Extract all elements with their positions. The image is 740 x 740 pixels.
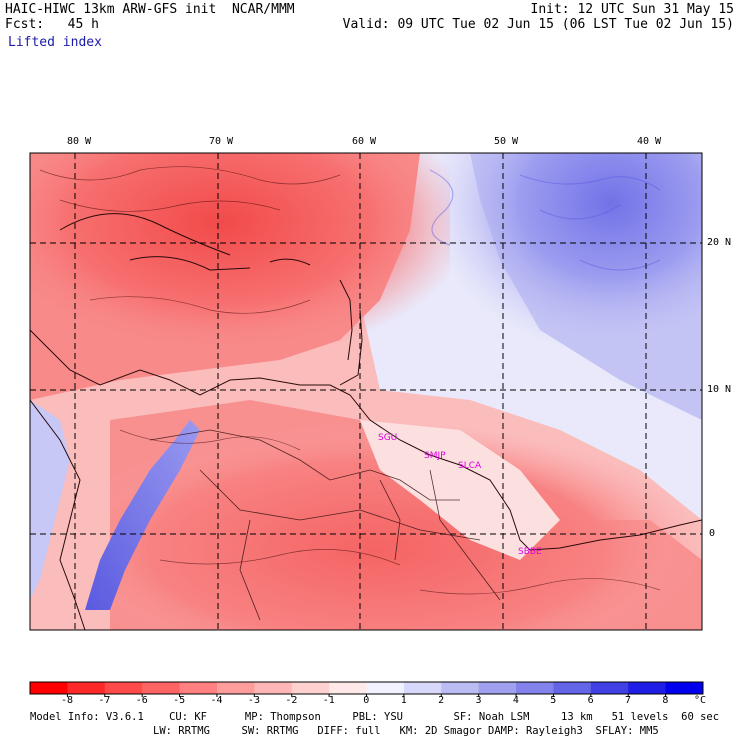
valid-time: Valid: 09 UTC Tue 02 Jun 15 (06 LST Tue … <box>342 17 734 32</box>
colorbar-swatch <box>441 682 480 694</box>
colorbar-label: 8 <box>662 695 669 706</box>
org-label: NCAR/MMM <box>231 2 295 17</box>
colorbar-label: 2 <box>438 695 445 706</box>
colorbar-swatch <box>628 682 667 694</box>
model-info-line1: Model Info: V3.6.1 CU: KF MP: Thompson P… <box>30 711 720 723</box>
station-label-sgu: SGU <box>378 433 397 443</box>
colorbar-swatch <box>590 682 629 694</box>
colorbar-unit: °C <box>694 695 707 706</box>
colorbar-label: 4 <box>512 695 519 706</box>
model-title: HAIC-HIWC 13km ARW-GFS init NCAR/MMM <box>5 2 295 17</box>
lon-label-80w: 80 W <box>67 136 92 147</box>
lat-label-10n: 10 N <box>707 384 732 395</box>
borders <box>149 429 501 621</box>
station-label-slca: SLCA <box>458 461 482 471</box>
colorbar-swatch <box>104 682 143 694</box>
colorbar-swatch <box>30 682 68 694</box>
forecast-hour: Fcst: 45 h <box>5 17 99 32</box>
lon-label-40w: 40 W <box>637 136 662 147</box>
colorbar-swatch <box>553 682 592 694</box>
colorbar-label: -4 <box>210 695 223 706</box>
andes-stable-band <box>85 420 200 610</box>
contours <box>39 166 661 595</box>
colorbar-label: 6 <box>587 695 594 706</box>
pacific-stable-region <box>30 400 70 600</box>
colorbar-swatch <box>366 682 405 694</box>
colorbar <box>29 681 704 697</box>
lon-label-50w: 50 W <box>494 136 519 147</box>
atlantic-texture <box>429 169 661 271</box>
colorbar-label: -1 <box>322 695 335 706</box>
lon-label-60w: 60 W <box>352 136 377 147</box>
station-labels: SGU SMJP SLCA SBBE <box>378 433 542 557</box>
colorbar-swatch <box>478 682 517 694</box>
guiana-neutral-region <box>360 420 560 560</box>
station-label-smjp: SMJP <box>424 451 446 461</box>
lon-label-70w: 70 W <box>209 136 234 147</box>
colorbar-label: -6 <box>135 695 148 706</box>
colorbar-swatch <box>329 682 367 694</box>
station-label-sbbe: SBBE <box>518 547 542 557</box>
colorbar-swatch <box>516 682 554 694</box>
colorbar-label: 0 <box>363 695 370 706</box>
colorbar-swatch <box>67 682 106 694</box>
colorbar-swatch <box>142 682 181 694</box>
lat-label-0: 0 <box>709 528 716 539</box>
colorbar-swatch <box>179 682 218 694</box>
colorbar-swatch <box>291 682 330 694</box>
colorbar-label: -7 <box>98 695 111 706</box>
colorbar-label: -5 <box>173 695 186 706</box>
coastlines <box>30 213 702 630</box>
map-field <box>30 153 702 630</box>
colorbar-label: -8 <box>60 695 74 706</box>
colorbar-label: 5 <box>550 695 557 706</box>
colorbar-swatch <box>665 682 704 694</box>
model-info-line2: LW: RRTMG SW: RRTMG DIFF: full KM: 2D Sm… <box>153 725 659 737</box>
forecast-hour-value: 45 h <box>67 17 99 32</box>
colorbar-label: 1 <box>400 695 407 706</box>
lat-lon-grid <box>30 153 702 630</box>
map-frame <box>29 152 703 631</box>
field-name: Lifted index <box>8 35 102 50</box>
atlantic-cool-core <box>400 153 702 403</box>
colorbar-label: -2 <box>285 695 298 706</box>
colorbar-label: 7 <box>625 695 632 706</box>
colorbar-label: -3 <box>247 695 260 706</box>
colorbar-swatch <box>216 682 255 694</box>
colorbar-swatch <box>254 682 293 694</box>
colorbar-swatch <box>403 682 442 694</box>
lat-label-20n: 20 N <box>707 237 732 248</box>
init-time: Init: 12 UTC Sun 31 May 15 <box>530 2 735 17</box>
colorbar-label: 3 <box>475 695 482 706</box>
